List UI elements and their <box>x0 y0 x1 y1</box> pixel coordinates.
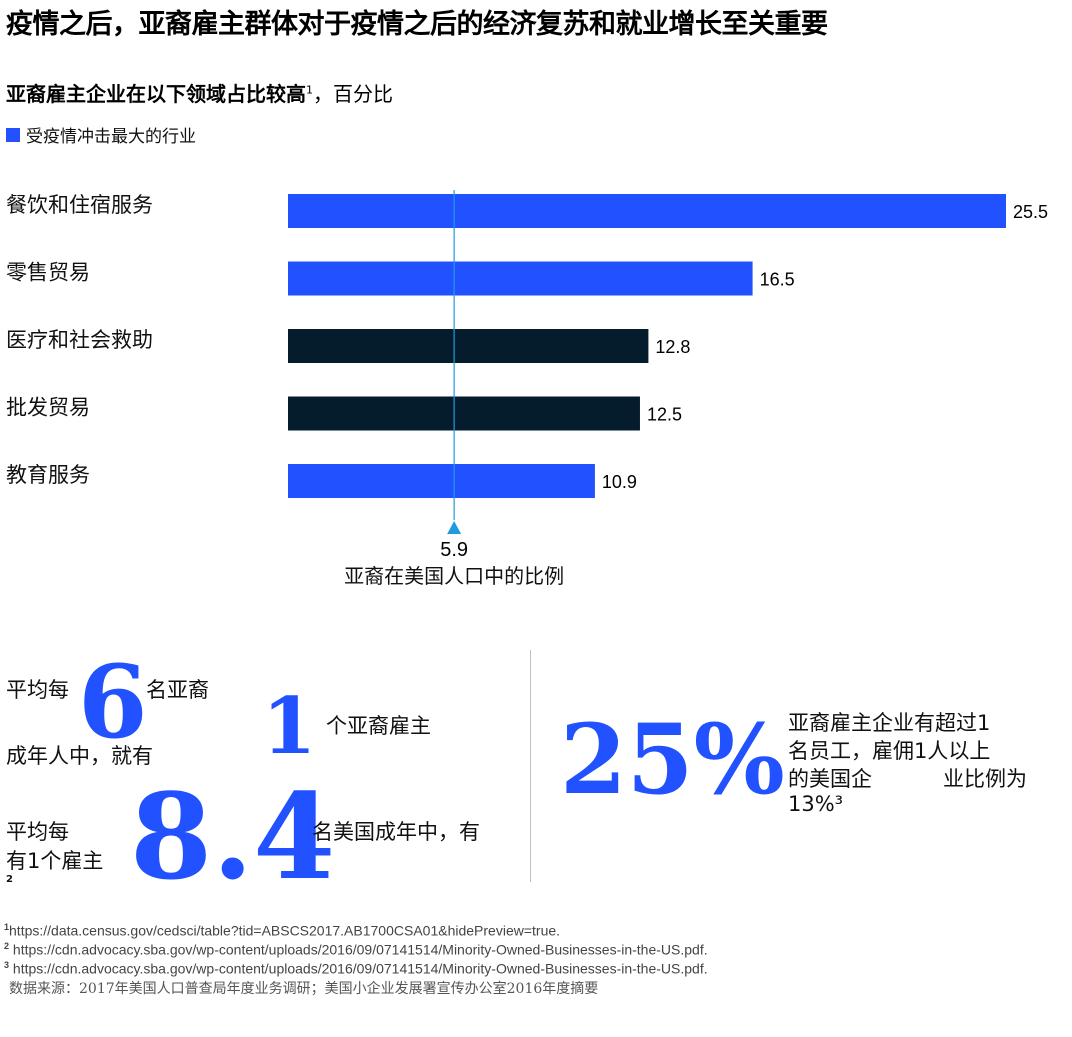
footnote-3-mark: 3 <box>4 960 10 970</box>
category-label: 餐饮和住宿服务 <box>6 193 153 217</box>
stats-divider <box>530 650 531 882</box>
value-label: 25.5 <box>1013 202 1048 222</box>
value-label: 12.5 <box>647 405 682 425</box>
stat4-line3a: 的美国企 <box>788 767 872 791</box>
reference-label: 亚裔在美国人口中的比例 <box>344 564 564 588</box>
stat4-line3b: 业比例为 <box>943 767 1027 791</box>
stat1-suffix: 名亚裔 <box>146 678 209 702</box>
legend-swatch <box>6 127 20 142</box>
legend: 受疫情冲击最大的行业 <box>6 122 196 147</box>
stat4-line2: 名员工，雇佣1人以上 <box>788 739 991 763</box>
stat3-number: 8.4 <box>130 767 336 906</box>
footnote-3: 3 https://cdn.advocacy.sba.gov/wp-conten… <box>4 960 708 977</box>
source-note: 数据来源：2017年美国人口普查局年度业务调研；美国小企业发展署宣传办公室201… <box>9 981 599 997</box>
stat3-suffix: 名美国成年中，有 <box>312 820 480 844</box>
category-label: 医疗和社会救助 <box>6 328 153 352</box>
footnote-3-link[interactable]: https://cdn.advocacy.sba.gov/wp-content/… <box>12 960 708 977</box>
stat3-prefix-line1: 平均每 <box>6 820 69 844</box>
stat4-line4: 13%³ <box>788 792 844 816</box>
bar <box>288 329 649 363</box>
stat1-line2: 成年人中，就有 <box>6 744 153 768</box>
stat1-prefix: 平均每 <box>6 678 69 702</box>
bar <box>288 396 640 431</box>
stat4-line1: 亚裔雇主企业有超过1 <box>788 711 991 735</box>
bar <box>288 261 753 296</box>
bar <box>288 464 595 498</box>
reference-value: 5.9 <box>440 539 468 561</box>
footnote-1-link[interactable]: https://data.census.gov/cedsci/table?tid… <box>9 922 561 939</box>
bar <box>288 194 1006 228</box>
reference-marker-icon <box>447 521 462 534</box>
category-label: 教育服务 <box>6 463 90 487</box>
footnote-2-mark: 2 <box>4 941 10 951</box>
page-title: 疫情之后，亚裔雇主群体对于疫情之后的经济复苏和就业增长至关重要 <box>6 9 828 40</box>
footnote-1-mark: 1 <box>4 922 10 932</box>
stat4-number: 25% <box>560 703 785 816</box>
subtitle-bold: 亚裔雇主企业在以下领域占比较高 <box>6 82 306 106</box>
legend-label: 受疫情冲击最大的行业 <box>26 127 196 147</box>
subtitle-footnote-mark: 1 <box>306 83 313 97</box>
value-label: 10.9 <box>602 472 637 492</box>
stat3-prefix-line2: 有1个雇主 <box>6 849 104 873</box>
footnote-1: 1https://data.census.gov/cedsci/table?ti… <box>4 922 560 939</box>
stat2-number: 1 <box>262 681 317 772</box>
value-label: 16.5 <box>760 270 795 290</box>
chart-subtitle: 亚裔雇主企业在以下领域占比较高1，百分比 <box>6 78 393 107</box>
subtitle-unit: ，百分比 <box>313 82 393 106</box>
footnote-2-link[interactable]: https://cdn.advocacy.sba.gov/wp-content/… <box>12 941 708 958</box>
value-label: 12.8 <box>655 337 690 357</box>
stat1-number: 6 <box>78 643 148 761</box>
category-label: 批发贸易 <box>6 396 90 420</box>
bar-chart: 餐饮和住宿服务 25.5 零售贸易 16.5 医疗和社会救助 12.8 批发贸易 12.5 教育… <box>6 190 1048 588</box>
stat3-footnote-mark: 2 <box>6 874 13 885</box>
footnote-2: 2 https://cdn.advocacy.sba.gov/wp-conten… <box>4 941 708 958</box>
stat2-text: 个亚裔雇主 <box>326 714 431 738</box>
category-label: 零售贸易 <box>6 261 90 285</box>
